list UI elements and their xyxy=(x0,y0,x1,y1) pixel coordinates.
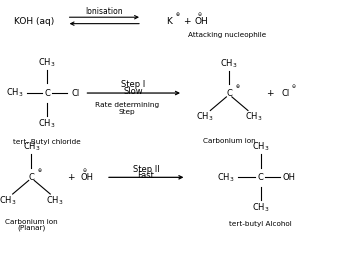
Text: CH$_3$: CH$_3$ xyxy=(252,141,269,153)
Text: CH$_3$: CH$_3$ xyxy=(245,111,263,123)
Text: Cl: Cl xyxy=(282,89,290,98)
Text: Step II: Step II xyxy=(133,164,159,174)
Text: C: C xyxy=(258,173,264,182)
Text: K: K xyxy=(166,16,172,26)
Text: CH$_3$: CH$_3$ xyxy=(0,194,17,207)
Text: (Planar): (Planar) xyxy=(17,225,45,232)
Text: CH$_3$: CH$_3$ xyxy=(23,141,40,153)
Text: Step: Step xyxy=(119,108,135,115)
Text: OH: OH xyxy=(195,16,209,26)
Text: Rate determining: Rate determining xyxy=(95,102,159,108)
Text: $^{\ominus}$: $^{\ominus}$ xyxy=(82,169,88,175)
Text: +: + xyxy=(183,16,190,26)
Text: CH$_3$: CH$_3$ xyxy=(216,171,234,183)
Text: OH: OH xyxy=(282,173,295,182)
Text: Carbonium ion: Carbonium ion xyxy=(203,137,255,144)
Text: tert. Butyl chloride: tert. Butyl chloride xyxy=(13,139,81,145)
Text: CH$_3$: CH$_3$ xyxy=(38,57,56,69)
Text: C: C xyxy=(226,89,232,98)
Text: OH: OH xyxy=(80,173,93,182)
Text: C: C xyxy=(28,173,35,182)
Text: $^{\ominus}$: $^{\ominus}$ xyxy=(291,85,296,91)
Text: $^{\oplus}$: $^{\oplus}$ xyxy=(235,85,240,91)
Text: Attacking nucleophile: Attacking nucleophile xyxy=(188,32,266,39)
Text: CH$_3$: CH$_3$ xyxy=(46,194,64,207)
Text: Carbonium ion: Carbonium ion xyxy=(5,218,58,225)
Text: CH$_3$: CH$_3$ xyxy=(38,117,56,130)
Text: C: C xyxy=(44,88,50,98)
Text: $^{\oplus}$: $^{\oplus}$ xyxy=(175,12,180,19)
Text: CH$_3$: CH$_3$ xyxy=(220,57,238,70)
Text: CH$_3$: CH$_3$ xyxy=(252,201,269,214)
Text: +: + xyxy=(266,89,274,98)
Text: CH$_3$: CH$_3$ xyxy=(5,87,23,99)
Text: Step I: Step I xyxy=(121,80,145,89)
Text: Ionisation: Ionisation xyxy=(86,6,123,16)
Text: KOH (aq): KOH (aq) xyxy=(14,16,54,26)
Text: CH$_3$: CH$_3$ xyxy=(196,111,213,123)
Text: +: + xyxy=(67,173,75,182)
Text: Cl: Cl xyxy=(71,88,79,98)
Text: $^{\oplus}$: $^{\oplus}$ xyxy=(37,169,42,175)
Text: $^{\ominus}$: $^{\ominus}$ xyxy=(197,12,203,19)
Text: Fast: Fast xyxy=(137,171,155,180)
Text: tert-butyl Alcohol: tert-butyl Alcohol xyxy=(229,221,292,227)
Text: Slow: Slow xyxy=(123,87,143,96)
